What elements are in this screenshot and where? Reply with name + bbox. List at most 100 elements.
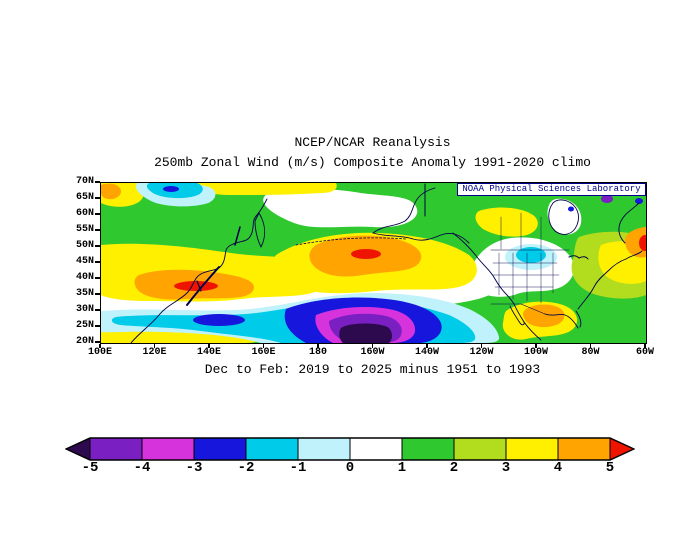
anomaly-region bbox=[351, 249, 381, 259]
lon-tick-label: 160W bbox=[360, 347, 385, 358]
coastline-hudson-bay bbox=[548, 199, 579, 235]
noaa-credit-text: NOAA Physical Sciences Laboratory bbox=[462, 184, 641, 194]
anomaly-region bbox=[601, 195, 613, 203]
border-us-mexico bbox=[490, 303, 546, 315]
composite-caption: Dec to Feb: 2019 to 2025 minus 1951 to 1… bbox=[204, 362, 541, 377]
plot-title: NCEP/NCAR Reanalysis bbox=[294, 135, 451, 150]
coastline-alaska-south bbox=[372, 232, 470, 244]
coastline-na-east bbox=[577, 250, 643, 310]
lon-tick-label: 160E bbox=[251, 347, 276, 358]
lon-tick-mark bbox=[426, 343, 428, 348]
anomaly-region bbox=[163, 186, 179, 192]
colorbar-tick-label: -4 bbox=[133, 460, 151, 476]
lon-tick-label: 100E bbox=[87, 347, 112, 358]
lon-tick-mark bbox=[208, 343, 210, 348]
coastline-japan bbox=[186, 266, 220, 306]
lon-tick-label: 80W bbox=[581, 347, 600, 358]
colorbar-segment bbox=[194, 438, 246, 460]
coastline-labrador bbox=[618, 202, 640, 244]
anomaly-region bbox=[193, 183, 337, 195]
colorbar-segment bbox=[558, 438, 610, 460]
coastline-gulf bbox=[544, 313, 579, 329]
coastline-sakhalin bbox=[234, 226, 241, 246]
colorbar-segment bbox=[90, 438, 142, 460]
lon-tick-mark bbox=[153, 343, 156, 348]
anomaly-region bbox=[635, 198, 643, 204]
anomaly-regions bbox=[101, 183, 646, 343]
colorbar-tick-label: 5 bbox=[605, 460, 615, 476]
anomaly-map bbox=[101, 183, 646, 343]
anomaly-region bbox=[174, 281, 218, 291]
lon-tick-mark bbox=[644, 343, 646, 348]
coastline-korea bbox=[196, 280, 202, 292]
anomaly-region bbox=[639, 235, 646, 251]
noaa-credit-box: NOAA Physical Sciences Laboratory bbox=[457, 183, 646, 196]
colorbar-segment bbox=[402, 438, 454, 460]
colorbar-tick-label: -3 bbox=[185, 460, 203, 476]
lat-tick-label: 55N bbox=[75, 224, 94, 235]
colorbar-tick-label: -2 bbox=[237, 460, 255, 476]
plot-subtitle: 250mb Zonal Wind (m/s) Composite Anomaly… bbox=[154, 155, 591, 170]
anomaly-region bbox=[568, 206, 574, 212]
anomaly-region bbox=[523, 304, 565, 328]
colorbar-tick-label: 4 bbox=[553, 460, 563, 476]
lon-tick-label: 140E bbox=[196, 347, 221, 358]
colorbar-segment bbox=[350, 438, 402, 460]
coastline-aleutians bbox=[295, 237, 407, 246]
colorbar-segment bbox=[246, 438, 298, 460]
lon-tick-mark bbox=[262, 343, 265, 348]
lon-tick-label: 120W bbox=[469, 347, 494, 358]
lon-tick-label: 100W bbox=[523, 347, 548, 358]
anomaly-region bbox=[625, 227, 646, 258]
lon-tick-mark bbox=[480, 343, 483, 348]
coastline-na-west bbox=[452, 232, 515, 305]
colorbar-tick-label: 0 bbox=[345, 460, 355, 476]
lon-tick-mark bbox=[317, 343, 319, 348]
coastline-baja bbox=[509, 303, 525, 326]
colorbar-segment bbox=[610, 438, 634, 460]
anomaly-region bbox=[263, 188, 418, 228]
anomaly-region bbox=[516, 247, 546, 263]
lat-tick-label: 20N bbox=[75, 336, 94, 347]
lat-tick-label: 70N bbox=[75, 176, 94, 187]
lat-tick-label: 35N bbox=[75, 288, 94, 299]
lat-tick-label: 60N bbox=[75, 208, 94, 219]
lon-tick-label: 140W bbox=[414, 347, 439, 358]
colorbar-segment bbox=[142, 438, 194, 460]
colorbar-segment bbox=[506, 438, 558, 460]
lon-tick-label: 60W bbox=[635, 347, 654, 358]
coastline-asia bbox=[130, 198, 268, 343]
lon-tick-mark bbox=[371, 343, 374, 348]
colorbar-tick-label: -1 bbox=[289, 460, 307, 476]
anomaly-region bbox=[475, 207, 538, 237]
lon-tick-mark bbox=[99, 343, 101, 348]
colorbar-tick-label: 2 bbox=[449, 460, 459, 476]
anomaly-map-frame: NOAA Physical Sciences Laboratory bbox=[100, 182, 647, 344]
coastlines bbox=[130, 183, 643, 343]
lat-tick-label: 25N bbox=[75, 320, 94, 331]
colorbar-segment bbox=[298, 438, 350, 460]
colorbar-tick-label: 3 bbox=[501, 460, 511, 476]
borders-canada-provinces bbox=[500, 212, 542, 250]
colorbar-tick-label: 1 bbox=[397, 460, 407, 476]
coastline-great-lakes bbox=[568, 255, 589, 260]
lon-tick-label: 180 bbox=[308, 347, 327, 358]
colorbar-segment bbox=[454, 438, 506, 460]
anomaly-region bbox=[339, 323, 392, 343]
lat-tick-label: 45N bbox=[75, 256, 94, 267]
lat-tick-label: 50N bbox=[75, 240, 94, 251]
lat-tick-label: 40N bbox=[75, 272, 94, 283]
coastline-florida bbox=[575, 310, 582, 328]
anomaly-region bbox=[101, 183, 121, 200]
colorbar-tick-label: -5 bbox=[81, 460, 99, 476]
coastline-mexico-west bbox=[523, 321, 542, 341]
borders-us-states bbox=[492, 252, 560, 304]
anomaly-region bbox=[193, 314, 245, 326]
lon-tick-label: 120E bbox=[142, 347, 167, 358]
coastline-kamchatka bbox=[254, 212, 266, 248]
lat-tick-label: 65N bbox=[75, 192, 94, 203]
lon-tick-mark bbox=[589, 343, 592, 348]
colorbar-segment bbox=[66, 438, 90, 460]
lon-tick-mark bbox=[535, 343, 537, 348]
